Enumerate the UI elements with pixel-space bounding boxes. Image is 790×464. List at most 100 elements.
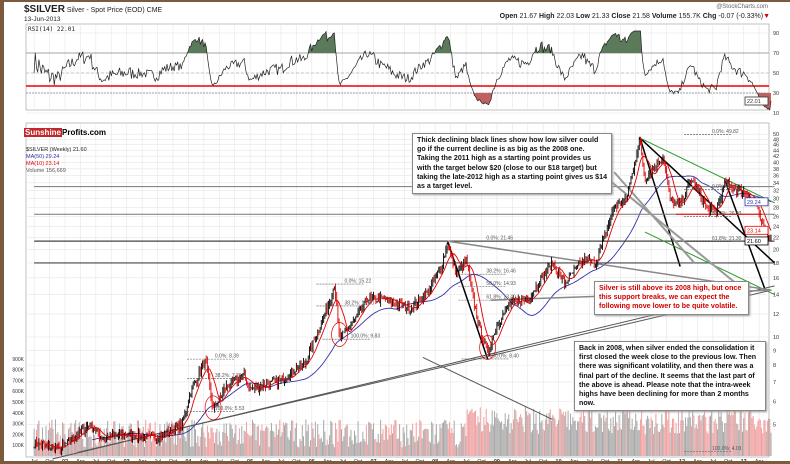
legend-price: $SILVER (Weekly) 21.60: [26, 147, 87, 153]
x-tick-label: Jul: [524, 459, 531, 464]
price-tick-label: 9: [773, 348, 776, 354]
price-last-value: 21.60: [747, 239, 761, 245]
price-tick-label: 34: [773, 181, 779, 187]
x-tick-label: Oct: [539, 459, 548, 464]
x-tick-label: Oct: [662, 459, 671, 464]
x-tick-label: Jul: [92, 459, 99, 464]
x-tick-label: Jul: [709, 459, 716, 464]
x-tick-label: Jul: [648, 459, 655, 464]
trend-line: [422, 357, 553, 420]
open-value: 21.67: [519, 13, 537, 20]
annotation-2008-high-support: Silver is still above its 2008 high, but…: [594, 281, 749, 315]
chg-value: -0.07 (-0.33%): [718, 13, 764, 20]
x-tick-label: 04: [185, 459, 192, 464]
price-tick-label: 14: [773, 293, 779, 299]
x-tick-label: Oct: [477, 459, 486, 464]
x-tick-label: Jul: [401, 459, 408, 464]
x-tick-label: 02: [62, 459, 68, 464]
price-tick-label: 36: [773, 174, 779, 180]
price-tick-label: 48: [773, 137, 779, 143]
volume-value: 155.7K: [678, 13, 701, 20]
fib-level-label: 61.8%: 21.30: [712, 236, 742, 242]
low-label: Low: [575, 13, 590, 20]
price-tick-label: 12: [773, 312, 779, 318]
rsi-panel: [25, 23, 770, 111]
silver-chart: Jul Oct 02 Apr Jul Oct 03 Apr Jul Oct 04 Apr Jul Oct 0…: [12, 23, 779, 464]
price-tick-label: 24: [773, 225, 779, 231]
price-tick-label: 6: [773, 399, 776, 405]
fib-level-label: 100.0%: 8.40: [489, 353, 519, 359]
logo-part2: Profits.com: [62, 128, 107, 137]
price-last-value-box: [744, 236, 769, 246]
price-tick-label: 18: [773, 261, 779, 267]
price-tick-label: 32: [773, 188, 779, 194]
close-value: 21.58: [632, 13, 650, 20]
x-tick-label: 12: [679, 459, 685, 464]
x-tick-label: Oct: [169, 459, 178, 464]
x-tick-label: 11: [617, 459, 623, 464]
fib-level-label: 38.2%: 7.20: [215, 373, 242, 379]
fib-level-label: 50.0%: 26.03: [712, 211, 742, 217]
x-tick-label: Jul: [586, 459, 593, 464]
rsi-tick-label: 30: [773, 91, 779, 97]
price-tick-label: 22: [773, 236, 779, 242]
x-tick-label: Jul: [216, 459, 223, 464]
x-tick-label: 05: [247, 459, 253, 464]
x-tick-label: Oct: [354, 459, 363, 464]
fib-level-label: 0.0%: 32.20: [712, 184, 739, 190]
close-label: Close: [611, 13, 631, 20]
fib-level-label: 100.0%: 4.03: [712, 446, 742, 452]
high-value: 22.03: [556, 13, 574, 20]
fib-level-label: 100.0%: 5.53: [215, 406, 245, 412]
rsi-tick-label: 10: [773, 111, 779, 117]
chart-date: 13-Jun-2013: [24, 16, 61, 23]
rsi-line: [33, 30, 772, 111]
trend-line: [607, 178, 751, 296]
x-tick-label: Apr: [631, 459, 640, 464]
fib-level-label: 0.0%: 21.46: [486, 235, 513, 241]
ma10-last-value-box: [744, 225, 769, 235]
annotation-2008-analogy: Back in 2008, when silver ended the cons…: [574, 341, 766, 412]
volume-tick-label: 600K: [12, 389, 24, 395]
price-tick-label: 38: [773, 167, 779, 173]
legend-volume: Volume 156,669: [26, 168, 66, 174]
price-tick-label: 50: [773, 132, 779, 138]
volume-label: Volume: [651, 13, 677, 20]
ma50-last-value-box: [744, 197, 769, 207]
x-tick-label: Apr: [138, 459, 147, 464]
ohlc-readout: Open 21.67 High 22.03 Low 21.33 Close 21…: [500, 13, 770, 20]
x-tick-label: 07: [370, 459, 376, 464]
description: Silver - Spot Price (EOD): [66, 7, 145, 14]
x-tick-label: Apr: [76, 459, 85, 464]
volume-tick-label: 500K: [12, 400, 24, 406]
legend-ma10: MA(10) 23.14: [26, 161, 60, 167]
x-tick-label: 13: [741, 459, 747, 464]
volume-tick-label: 200K: [12, 432, 24, 438]
symbol: $SILVER: [24, 4, 65, 15]
rsi-tick-label: 50: [773, 71, 779, 77]
fib-level-label: 38.2%: 16.46: [486, 269, 516, 275]
x-tick-label: Apr: [508, 459, 517, 464]
open-label: Open: [499, 13, 518, 20]
fib-level-label: 100.0%: 9.83: [351, 334, 381, 340]
rsi-tick-label: 70: [773, 51, 779, 57]
price-tick-label: 10: [773, 335, 779, 341]
rsi-overbought-fill: [34, 31, 771, 53]
fib-level-label: 0.0%: 8.39: [215, 354, 239, 360]
x-tick-label: 09: [494, 459, 500, 464]
x-tick-label: Apr: [261, 459, 270, 464]
volume-tick-label: 700K: [12, 378, 24, 384]
ma10-last-value: 23.14: [747, 228, 761, 234]
price-tick-label: 26: [773, 215, 779, 221]
price-tick-label: 7: [773, 380, 776, 386]
x-tick-label: Jul: [154, 459, 161, 464]
x-tick-label: Oct: [230, 459, 239, 464]
x-tick-label: Apr: [755, 459, 764, 464]
volume-tick-label: 300K: [12, 422, 24, 428]
price-tick-label: 16: [773, 276, 779, 282]
x-tick-label: Oct: [292, 459, 301, 464]
logo-part1: Sunshine: [24, 128, 63, 137]
rsi-tick-label: 90: [773, 31, 779, 37]
price-tick-label: 30: [773, 197, 779, 203]
